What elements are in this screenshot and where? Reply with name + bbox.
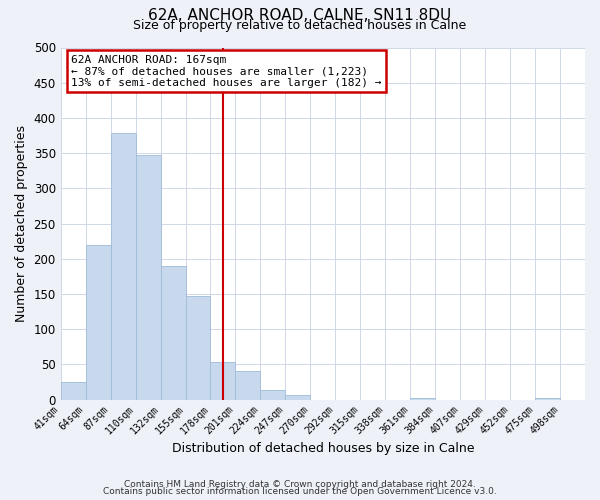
Bar — [286, 394, 310, 400]
Bar — [161, 266, 185, 400]
Bar — [61, 382, 86, 400]
X-axis label: Distribution of detached houses by size in Calne: Distribution of detached houses by size … — [172, 442, 474, 455]
Bar — [185, 296, 211, 400]
Text: Contains public sector information licensed under the Open Government Licence v3: Contains public sector information licen… — [103, 487, 497, 496]
Text: Contains HM Land Registry data © Crown copyright and database right 2024.: Contains HM Land Registry data © Crown c… — [124, 480, 476, 489]
Y-axis label: Number of detached properties: Number of detached properties — [15, 125, 28, 322]
Bar — [110, 134, 136, 400]
Bar — [235, 370, 260, 400]
Bar — [535, 398, 560, 400]
Bar — [260, 390, 286, 400]
Bar — [136, 155, 161, 400]
Bar — [86, 244, 110, 400]
Text: Size of property relative to detached houses in Calne: Size of property relative to detached ho… — [133, 18, 467, 32]
Bar — [211, 362, 235, 400]
Bar — [410, 398, 435, 400]
Text: 62A, ANCHOR ROAD, CALNE, SN11 8DU: 62A, ANCHOR ROAD, CALNE, SN11 8DU — [148, 8, 452, 22]
Text: 62A ANCHOR ROAD: 167sqm
← 87% of detached houses are smaller (1,223)
13% of semi: 62A ANCHOR ROAD: 167sqm ← 87% of detache… — [71, 54, 382, 88]
